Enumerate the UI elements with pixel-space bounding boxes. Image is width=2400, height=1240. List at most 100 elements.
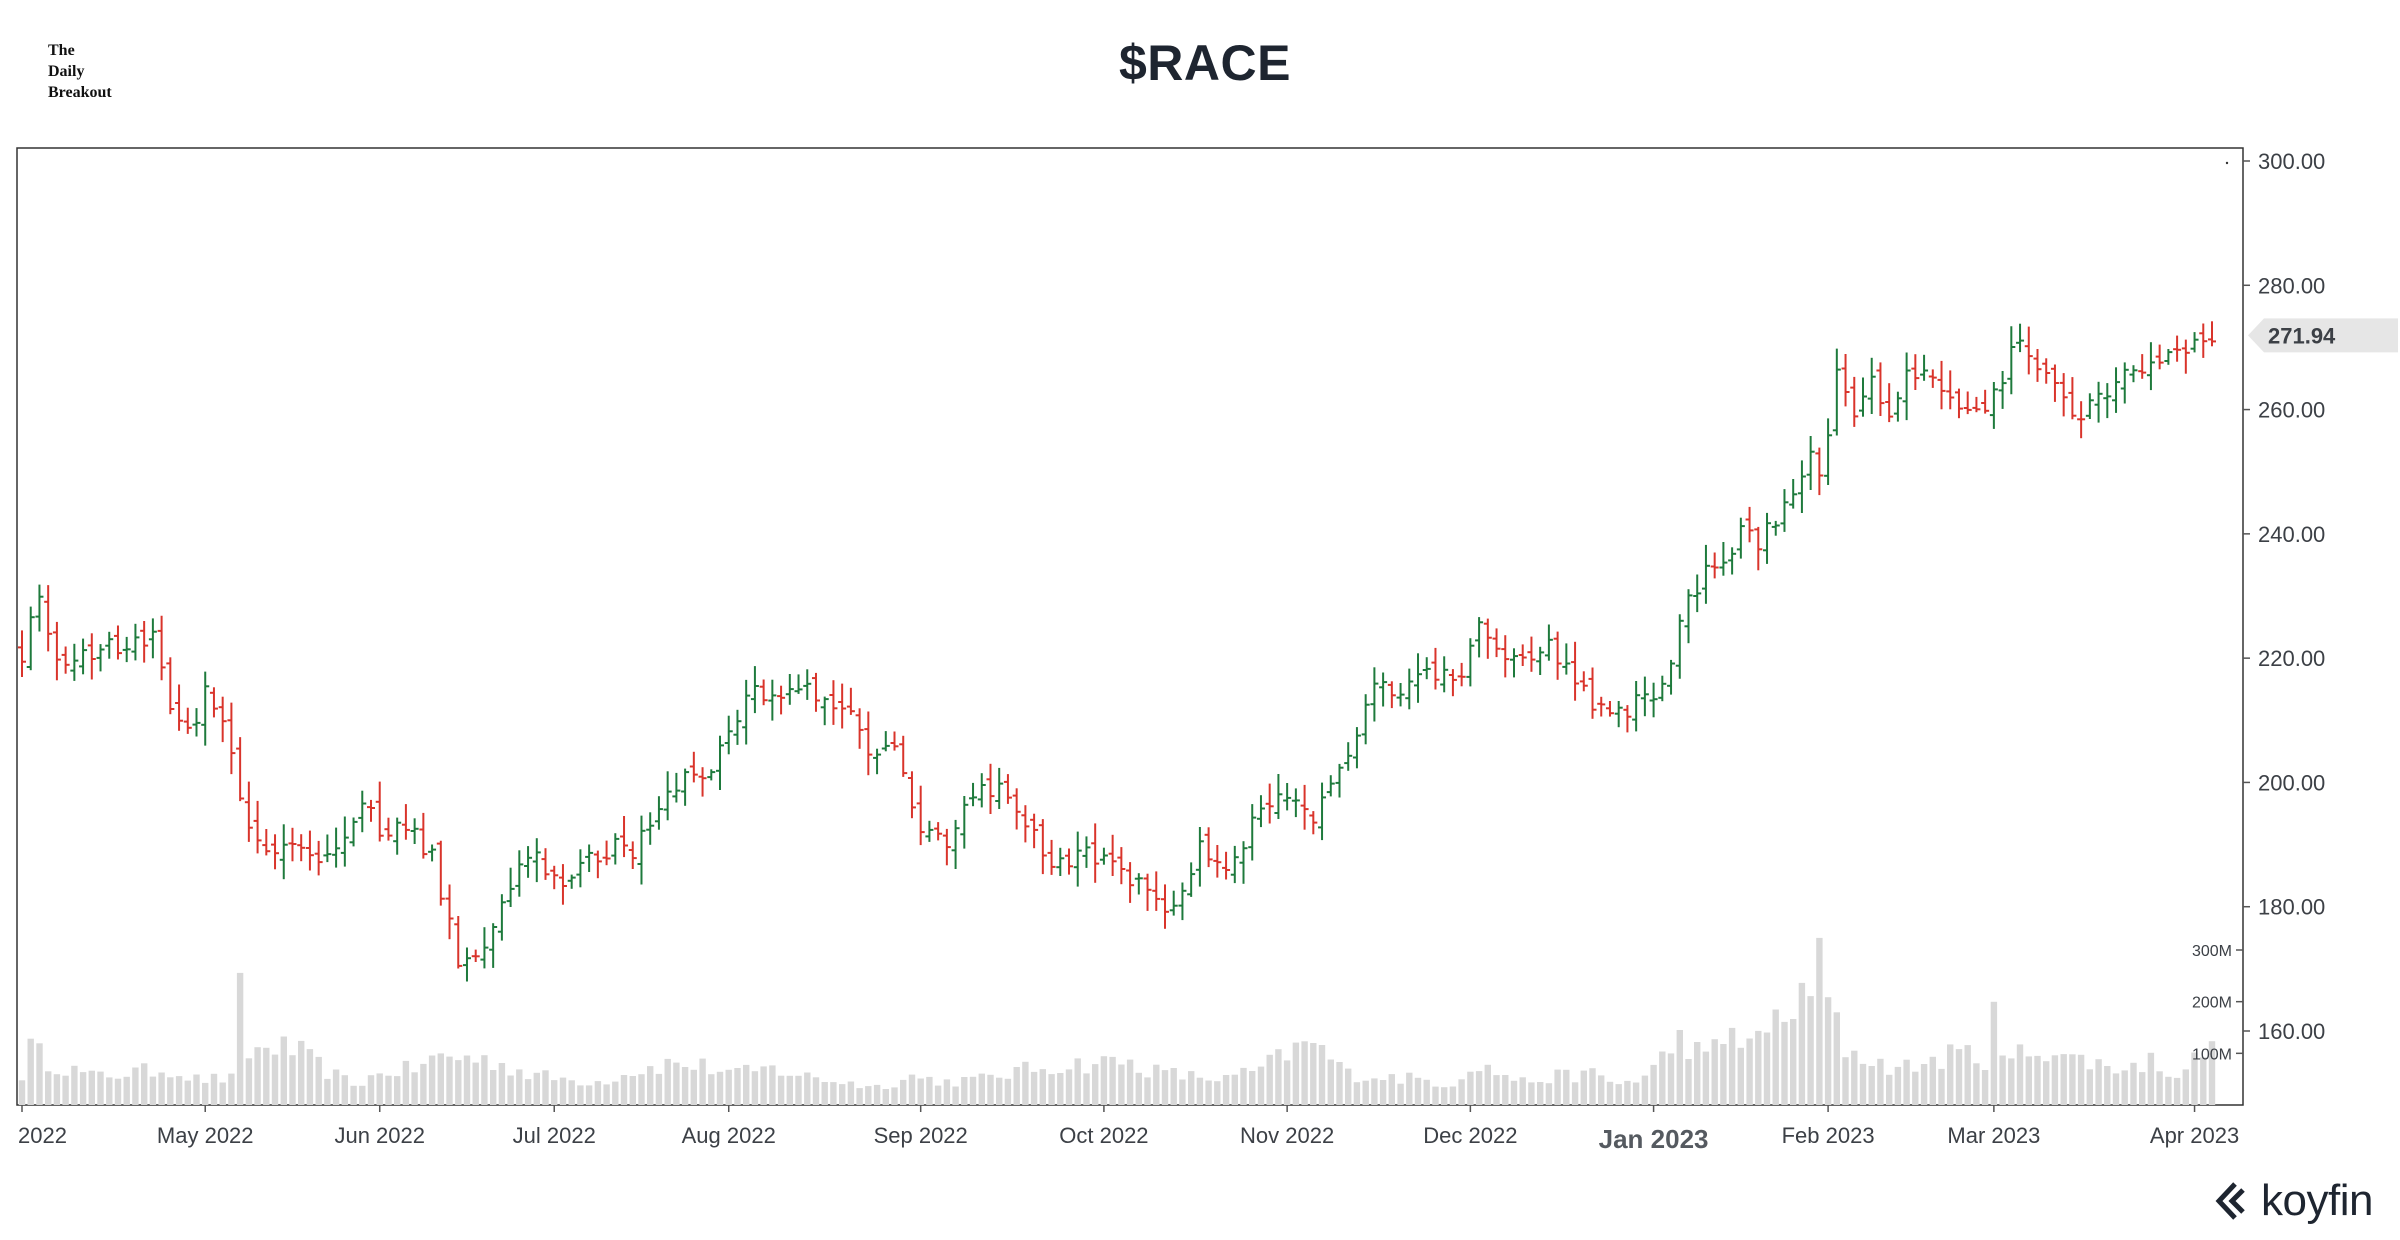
volume-bar [62,1075,69,1105]
volume-bar [769,1065,776,1105]
ohlc-bar [2059,373,2068,417]
ohlc-bar [1274,774,1283,819]
volume-bar [245,1058,253,1105]
ohlc-bar [497,894,506,941]
ohlc-bar [1492,628,1501,658]
volume-bar [193,1074,200,1105]
volume-bar [2130,1062,2137,1105]
volume-bar [1955,1049,1963,1105]
volume-bar [1589,1068,1596,1105]
volume-bar [1188,1071,1195,1105]
ohlc-bar [1230,845,1239,884]
volume-bar [1467,1071,1474,1105]
volume-bar [620,1075,628,1105]
volume-bar [1990,1001,1998,1105]
volume-bar [542,1070,549,1105]
volume-bar [1624,1080,1631,1105]
koyfin-chevron-icon [2215,1182,2245,1220]
volume-bar [210,1073,218,1105]
volume-bar [1615,1084,1622,1105]
ohlc-bar [1291,788,1300,818]
volume-bar [332,1069,340,1105]
price-tick-label: 260.00 [2258,398,2325,423]
ohlc-bar [1920,354,1929,381]
ohlc-bar [1553,631,1562,680]
volume-bar [1580,1070,1587,1105]
ohlc-bar [1754,526,1763,571]
ohlc-bar [803,669,812,700]
ohlc-bar [209,687,218,718]
price-axis: 300.00 280.00 260.00 240.00 220.00 200.00 180.… [2243,149,2325,1044]
volume-bar [106,1077,113,1105]
volume-bar [734,1068,741,1105]
ohlc-bar [1937,360,1946,410]
ohlc-bar [227,702,236,775]
volume-bar [341,1075,348,1105]
volume-bar [1379,1080,1387,1105]
ohlc-bar [1858,377,1867,417]
volume-bar [1711,1039,1718,1105]
ohlc-bar [183,707,192,734]
ohlc-bar [558,864,567,905]
ohlc-bar [829,680,838,725]
ohlc-bar [1658,675,1667,702]
ohlc-bar [2085,393,2094,419]
volume-bar [1196,1077,1204,1105]
ohlc-bar [1876,362,1885,416]
ohlc-bar [2138,354,2147,379]
volume-bar [1397,1083,1404,1105]
volume-bar [1030,1071,1038,1105]
volume-bar [1920,1064,1928,1105]
ohlc-bar [44,585,53,652]
price-tick-label: 180.00 [2258,895,2325,920]
ohlc-bar [838,683,847,729]
ohlc-bar [707,769,716,781]
ohlc-bar [1204,827,1213,868]
ohlc-bar [1893,391,1902,422]
volume-bar [1981,1070,1989,1105]
ohlc-bar [1867,357,1876,414]
volume-bar [690,1069,697,1105]
volume-bar [376,1073,383,1105]
ohlc-bar [1117,847,1126,885]
ohlc-bar [1326,775,1335,797]
volume-bar [1345,1068,1352,1105]
ohlc-bar [428,844,437,862]
ohlc-bar [716,735,725,790]
ohlc-bar [375,781,384,842]
ohlc-bar [1213,845,1222,878]
date-tick-label: Feb 2023 [1782,1123,1875,1148]
volume-bar [402,1060,410,1105]
volume-bar [1641,1075,1649,1105]
ohlc-bar [323,834,332,863]
ohlc-bar [26,606,35,671]
ohlc-bar [1457,662,1466,687]
ohlc-bar [1038,819,1047,875]
ohlc-bar [1222,851,1231,880]
volume-bar [2086,1069,2093,1105]
volume-bar [507,1075,514,1105]
ohlc-bar [489,923,498,968]
volume-bar [2060,1054,2067,1105]
ohlc-bar [332,827,341,868]
ohlc-bar [1379,672,1388,707]
volume-bar [481,1055,488,1105]
volume-bar [359,1085,366,1105]
volume-bar [673,1062,680,1105]
volume-bar [79,1072,87,1105]
volume-bar [655,1073,663,1105]
ohlc-bar [1797,460,1806,513]
ohlc-bar [733,709,742,745]
ohlc-bar [96,644,105,672]
ohlc-bar [646,812,655,845]
ohlc-bar [1475,617,1484,658]
volume-bar [533,1072,540,1105]
volume-bar [1510,1080,1518,1105]
price-tick-label: 220.00 [2258,646,2325,671]
volume-bar [856,1088,863,1105]
ohlc-bar [1370,667,1379,722]
ohlc-bar [846,687,855,715]
volume-bar [917,1078,924,1105]
volume-bar [1859,1063,1867,1105]
volume-bar [2051,1055,2059,1105]
